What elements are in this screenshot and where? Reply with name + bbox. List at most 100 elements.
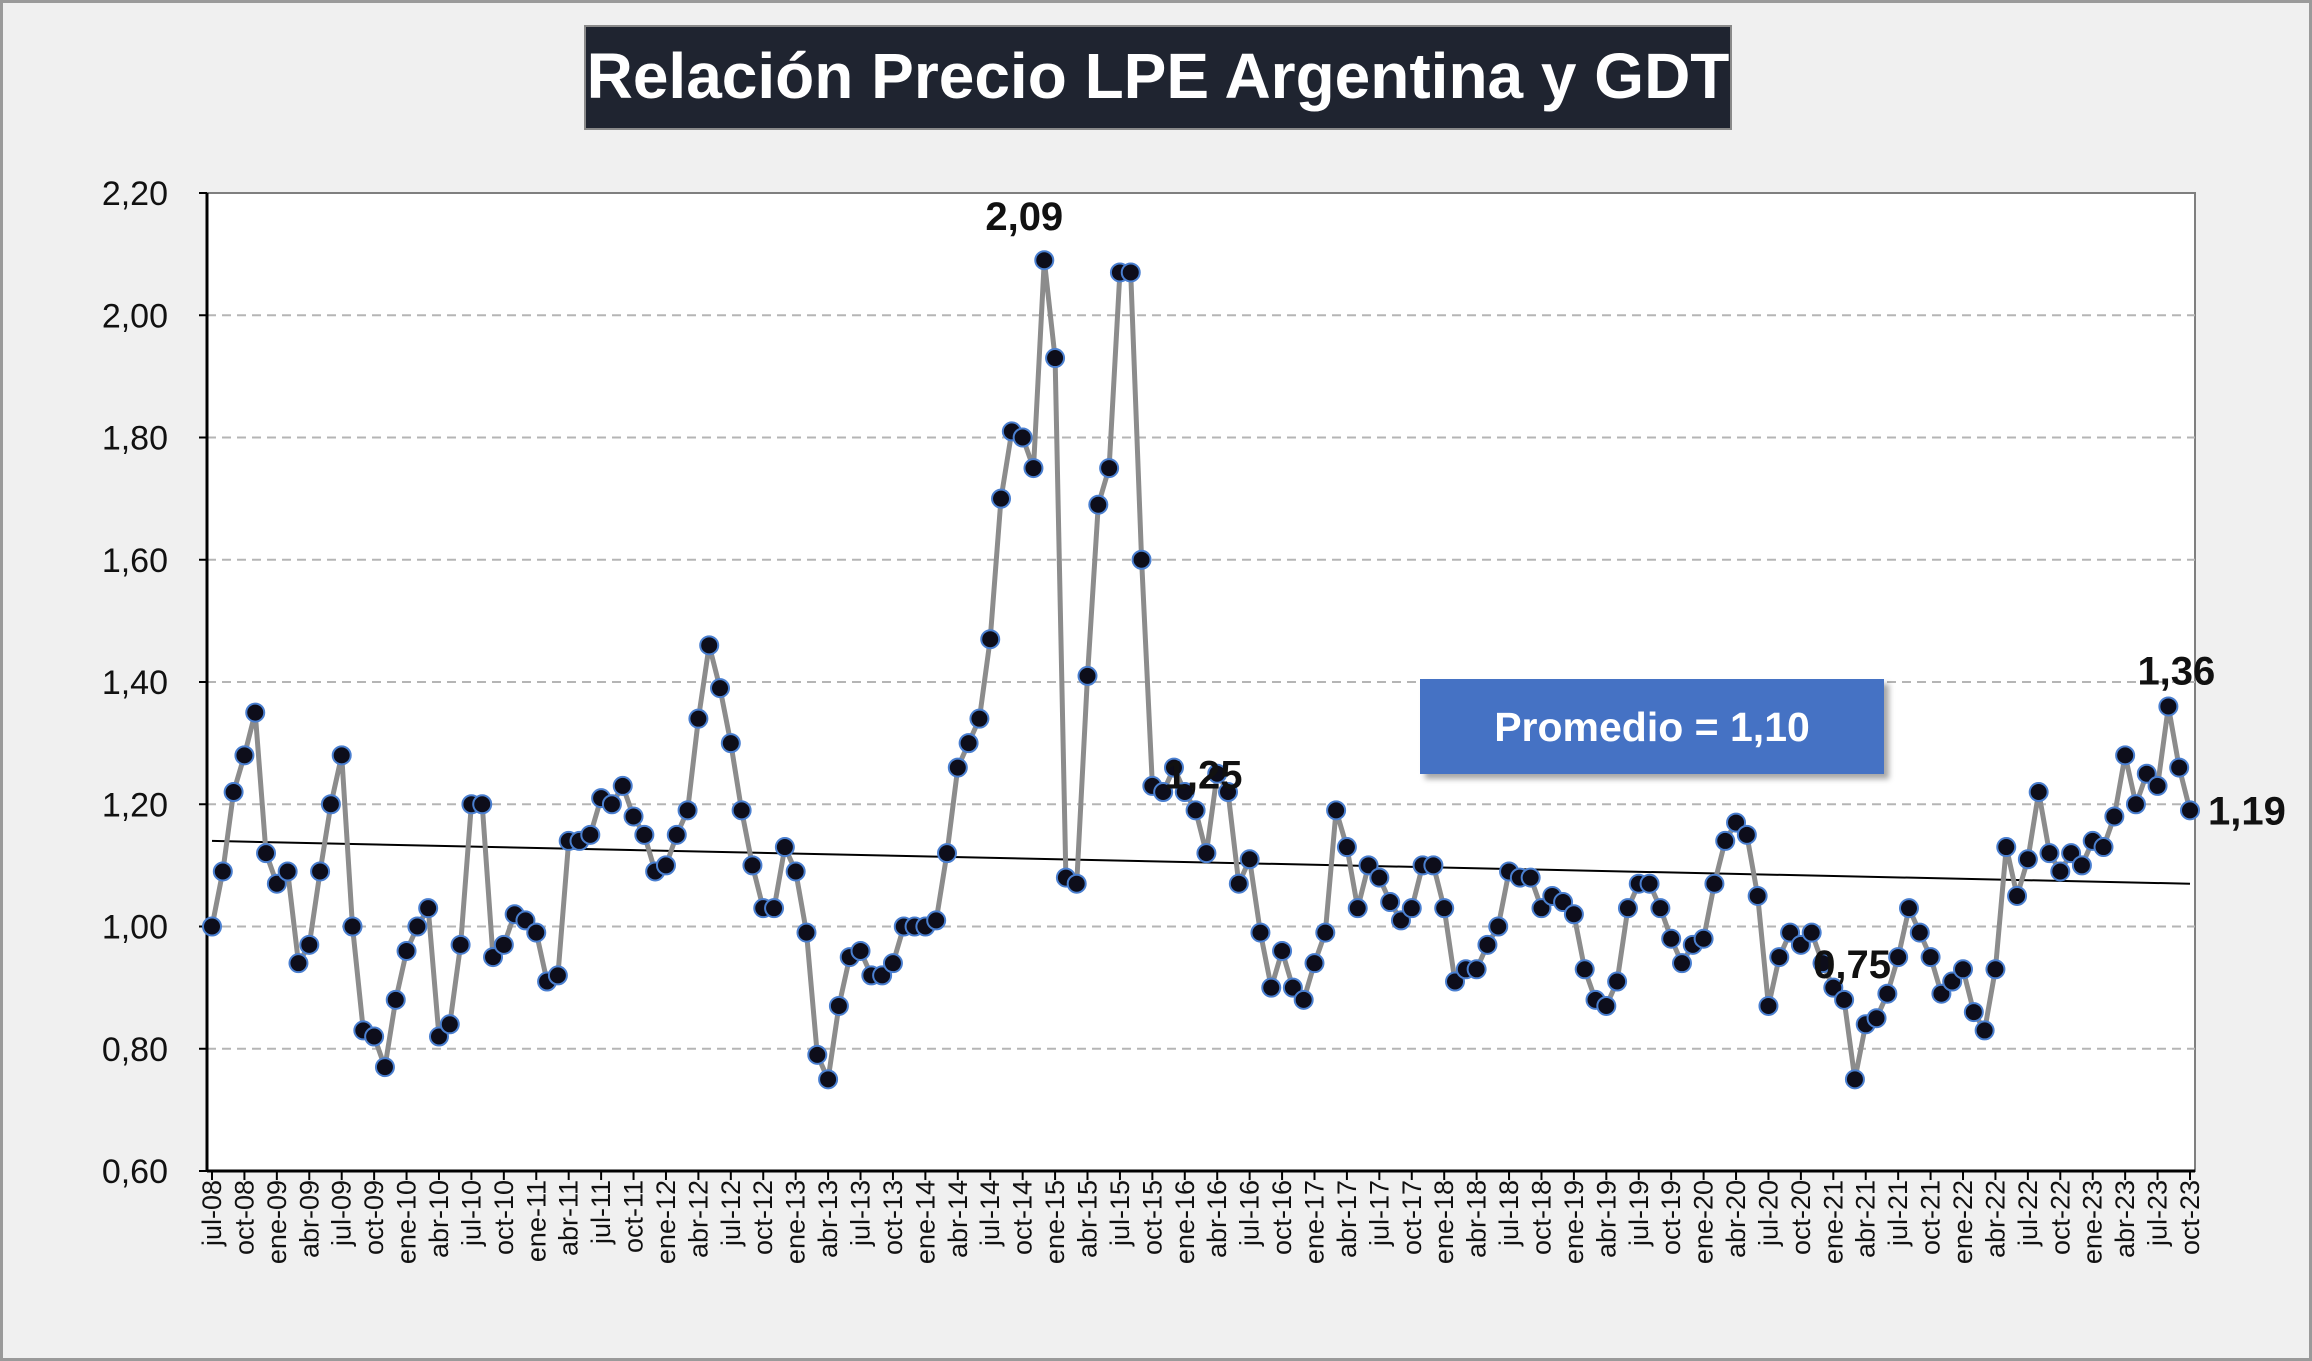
data-point — [1261, 977, 1282, 998]
y-tick-label: 2,20 — [102, 175, 168, 213]
data-point — [2125, 794, 2146, 815]
x-tick-label: ene-19 — [1559, 1180, 1589, 1264]
x-tick-label: ene-20 — [1689, 1180, 1719, 1264]
data-point — [385, 989, 406, 1010]
x-tick-label: jul-14 — [975, 1180, 1005, 1247]
data-point — [2147, 775, 2168, 796]
x-tick-label: jul-08 — [197, 1180, 227, 1247]
y-tick-label: 1,20 — [102, 786, 168, 824]
x-tick-label: oct-18 — [1526, 1180, 1556, 1255]
x-tick-label: ene-12 — [651, 1180, 681, 1264]
data-point — [288, 953, 309, 974]
data-point — [1163, 757, 1184, 778]
data-label: 2,09 — [985, 195, 1063, 239]
x-tick-label: abr-20 — [1721, 1180, 1751, 1258]
x-tick-label: abr-23 — [2110, 1180, 2140, 1258]
data-point — [742, 855, 763, 876]
x-tick-label: ene-10 — [392, 1180, 422, 1264]
x-tick-label: oct-09 — [359, 1180, 389, 1255]
y-tick-label: 0,60 — [102, 1153, 168, 1191]
data-point — [731, 800, 752, 821]
data-point — [601, 794, 622, 815]
data-point — [1228, 873, 1249, 894]
x-tick-label: ene-22 — [1948, 1180, 1978, 1264]
data-point — [699, 635, 720, 656]
y-tick-label: 1,80 — [102, 420, 168, 458]
data-point — [1996, 837, 2017, 858]
x-tick-label: ene-16 — [1170, 1180, 1200, 1264]
data-point — [2115, 745, 2136, 766]
data-point — [580, 824, 601, 845]
data-point — [807, 1044, 828, 1065]
data-point — [947, 757, 968, 778]
data-point — [2007, 885, 2028, 906]
x-tick-label: ene-18 — [1429, 1180, 1459, 1264]
x-tick-label: oct-19 — [1656, 1180, 1686, 1255]
y-tick-label: 1,00 — [102, 909, 168, 947]
data-point — [1693, 928, 1714, 949]
data-point — [1747, 885, 1768, 906]
data-point — [1617, 898, 1638, 919]
data-point — [1034, 250, 1055, 271]
data-point — [2017, 849, 2038, 870]
data-point — [1596, 995, 1617, 1016]
data-point — [1866, 1008, 1887, 1029]
data-label: 1,19 — [2208, 789, 2286, 833]
data-point — [1239, 849, 1260, 870]
x-tick-label: jul-20 — [1753, 1180, 1783, 1247]
x-tick-label: ene-23 — [2078, 1180, 2108, 1264]
data-point — [1088, 494, 1109, 515]
data-point — [1336, 837, 1357, 858]
x-tick-label: ene-17 — [1299, 1180, 1329, 1264]
data-point — [1563, 904, 1584, 925]
x-tick-label: oct-12 — [748, 1180, 778, 1255]
x-tick-label: ene-14 — [910, 1180, 940, 1264]
data-point — [526, 922, 547, 943]
data-point — [1347, 898, 1368, 919]
data-point — [1326, 800, 1347, 821]
x-tick-label: oct-15 — [1137, 1180, 1167, 1255]
data-point — [256, 843, 277, 864]
y-tick-label: 1,40 — [102, 664, 168, 702]
data-point — [407, 916, 428, 937]
data-point — [1185, 800, 1206, 821]
data-point — [623, 806, 644, 827]
data-point — [958, 733, 979, 754]
data-point — [212, 861, 233, 882]
data-point — [1909, 922, 1930, 943]
x-tick-label: abr-21 — [1851, 1180, 1881, 1258]
data-point — [2039, 843, 2060, 864]
x-tick-label: ene-15 — [1040, 1180, 1070, 1264]
data-point — [1293, 989, 1314, 1010]
data-point — [245, 702, 266, 723]
data-point — [666, 824, 687, 845]
x-tick-label: ene-09 — [262, 1180, 292, 1264]
data-point — [1401, 898, 1422, 919]
data-point — [710, 678, 731, 699]
data-point — [1250, 922, 1271, 943]
data-point — [364, 1026, 385, 1047]
promedio-label: Promedio = 1,10 — [1494, 704, 1810, 750]
data-point — [439, 1014, 460, 1035]
data-point — [1045, 348, 1066, 369]
series-line — [209, 257, 2193, 1082]
data-point — [234, 745, 255, 766]
data-point — [991, 488, 1012, 509]
x-tick-label: jul-17 — [1364, 1180, 1394, 1247]
x-tick-label: jul-21 — [1883, 1180, 1913, 1247]
data-point — [1423, 855, 1444, 876]
data-point — [1196, 843, 1217, 864]
data-point — [1812, 953, 1833, 974]
data-label: 1,25 — [1165, 753, 1243, 797]
x-tick-label: jul-09 — [327, 1180, 357, 1247]
data-point — [1607, 971, 1628, 992]
data-point — [688, 708, 709, 729]
data-point — [2180, 800, 2200, 821]
data-point — [331, 745, 352, 766]
trend-line — [211, 839, 2191, 885]
data-point — [1974, 1020, 1995, 1041]
x-tick-label: abr-19 — [1591, 1180, 1621, 1258]
x-tick-label: jul-11 — [586, 1180, 616, 1245]
annotations: 2,09 1,25 0,75 1,36 1,19 — [985, 195, 2286, 987]
